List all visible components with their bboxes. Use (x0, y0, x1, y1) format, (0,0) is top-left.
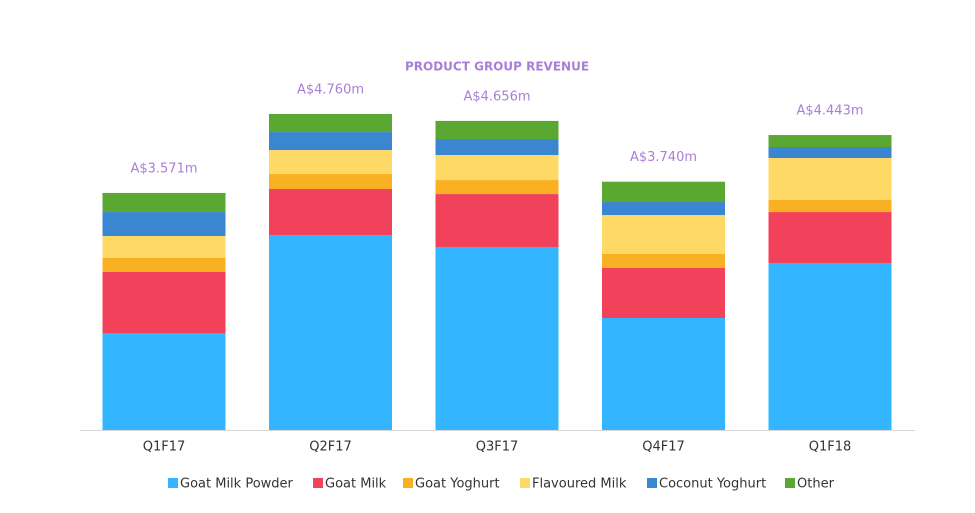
bar-segment (602, 318, 725, 430)
legend-label: Coconut Yoghurt (659, 477, 766, 492)
bar-segment (602, 268, 725, 319)
bar-segment (768, 263, 892, 430)
bar-segment (768, 158, 892, 201)
bar-segment (102, 236, 226, 258)
total-label: A$3.571m (130, 161, 197, 176)
legend-swatch (520, 478, 530, 488)
bar-segment (269, 150, 392, 175)
bar-segment (435, 247, 559, 430)
legend-label: Flavoured Milk (532, 477, 627, 492)
bar-segment (602, 215, 725, 255)
bar-segment (768, 212, 892, 264)
bar-segment (269, 132, 392, 151)
bar-segment (102, 333, 226, 430)
bar-segment (602, 202, 725, 216)
legend-swatch (313, 478, 323, 488)
bar-segment (269, 174, 392, 190)
legend-swatch (168, 478, 178, 488)
total-label: A$4.656m (463, 89, 530, 104)
legend-label: Goat Yoghurt (415, 477, 500, 492)
total-label: A$4.760m (297, 83, 364, 98)
bar-segment (102, 212, 226, 237)
bar-segment (269, 114, 392, 133)
bar-segment (435, 139, 559, 156)
x-tick-label: Q1F18 (809, 440, 852, 455)
legend-label: Goat Milk (325, 477, 387, 492)
bar-segment (435, 180, 559, 195)
bar-segment (102, 272, 226, 334)
x-tick-label: Q1F17 (143, 440, 186, 455)
bar-segment (435, 155, 559, 181)
legend-swatch (785, 478, 795, 488)
legend-swatch (403, 478, 413, 488)
bar-segment (435, 194, 559, 248)
bar-segment (102, 192, 226, 213)
x-tick-label: Q3F17 (476, 440, 519, 455)
chart-title: PRODUCT GROUP REVENUE (405, 60, 589, 74)
x-tick-label: Q2F17 (309, 440, 352, 455)
legend-swatch (647, 478, 657, 488)
bar-segment (602, 254, 725, 269)
bar-segment (269, 235, 392, 430)
total-label: A$4.443m (796, 104, 863, 119)
bar-segment (768, 200, 892, 213)
legend-label: Other (797, 477, 835, 492)
total-label: A$3.740m (630, 150, 697, 165)
bar-segment (768, 135, 892, 147)
legend-label: Goat Milk Powder (180, 477, 294, 492)
bar-segment (768, 146, 892, 159)
x-tick-label: Q4F17 (642, 440, 685, 455)
bar-segment (102, 257, 226, 272)
bar-segment (435, 120, 559, 140)
bar-segment (602, 181, 725, 203)
bar-segment (269, 189, 392, 236)
